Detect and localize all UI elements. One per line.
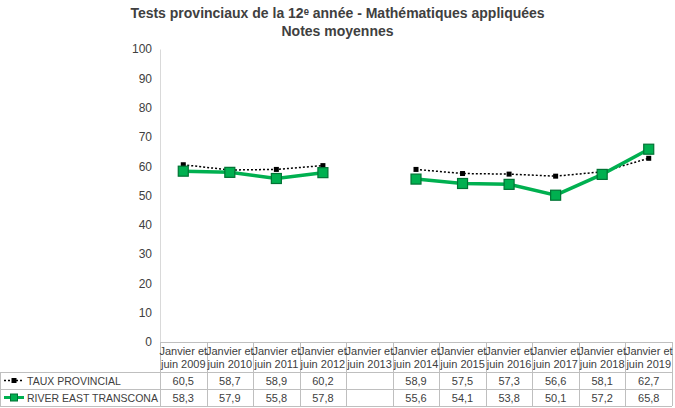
y-tick: 50 [139, 189, 160, 203]
table-border [0, 372, 1, 406]
y-tick: 30 [139, 247, 160, 261]
table-border [160, 342, 672, 343]
series-marker [274, 167, 279, 172]
y-tick: 60 [139, 160, 160, 174]
legend-marker [12, 378, 17, 383]
table-value: 60,5 [173, 375, 194, 387]
series-marker [411, 174, 421, 184]
x-tick-label: Janvier etjuin 2017 [532, 345, 580, 370]
table-border [0, 389, 672, 390]
table-value: 58,9 [266, 375, 287, 387]
x-tick-label: Janvier etjuin 2014 [392, 345, 440, 370]
table-value: 57,8 [312, 392, 333, 404]
series-marker [458, 178, 468, 188]
y-tick-label: 80 [139, 101, 153, 115]
table-value: 50,1 [545, 392, 566, 404]
table-border [0, 372, 672, 373]
table-value: 58,3 [173, 392, 194, 404]
subtitle: Notes moyennes [281, 23, 393, 39]
y-tick-label: 50 [139, 189, 153, 203]
series-line [183, 158, 648, 176]
y-tick-label: 20 [139, 277, 153, 291]
y-tick: 40 [139, 218, 160, 232]
legend-key [4, 378, 24, 383]
x-tick-label: Janvier etjuin 2016 [485, 345, 533, 370]
series-marker [225, 167, 235, 177]
series-marker [271, 174, 281, 184]
y-tick-label: 90 [139, 72, 153, 86]
chart: Tests provinciaux de la 12ᵉ année - Math… [0, 0, 675, 408]
y-tick-label: 60 [139, 160, 153, 174]
y-tick-label: 0 [145, 335, 152, 349]
series-marker [460, 171, 465, 176]
x-tick-label: Janvier etjuin 2018 [578, 345, 626, 370]
y-tick-label: 40 [139, 218, 153, 232]
series-line [183, 149, 648, 195]
series-marker [646, 156, 651, 161]
title: Tests provinciaux de la 12ᵉ année - Math… [130, 5, 544, 21]
table-value: 57,2 [591, 392, 612, 404]
table-value: 57,9 [219, 392, 240, 404]
x-tick-label: Janvier etjuin 2009 [159, 345, 207, 370]
table-value: 65,8 [638, 392, 659, 404]
x-tick-label: Janvier etjuin 2013 [346, 345, 394, 370]
y-tick-label: 30 [139, 247, 153, 261]
y-tick: 80 [139, 101, 160, 115]
legend-marker [11, 394, 18, 401]
x-tick-label: Janvier etjuin 2015 [439, 345, 487, 370]
table-value: 54,1 [452, 392, 473, 404]
y-tick: 70 [139, 130, 160, 144]
y-tick-label: 10 [139, 306, 153, 320]
legend-label: RIVER EAST TRANSCONA [27, 392, 158, 404]
series-marker [644, 144, 654, 154]
y-tick-label: 100 [132, 42, 152, 56]
series-marker [553, 174, 558, 179]
table-border [0, 406, 672, 407]
x-tick-label: Janvier etjuin 2011 [253, 345, 301, 370]
y-tick: 100 [132, 42, 160, 56]
series-marker [504, 179, 514, 189]
table-value: 56,6 [545, 375, 566, 387]
series-marker [178, 166, 188, 176]
plot-area [178, 144, 653, 200]
y-tick-label: 70 [139, 130, 153, 144]
table-value: 57,5 [452, 375, 473, 387]
y-tick: 20 [139, 277, 160, 291]
x-tick-label: Janvier etjuin 2010 [206, 345, 254, 370]
y-tick: 10 [139, 306, 160, 320]
table-value: 58,1 [591, 375, 612, 387]
series-marker [414, 167, 419, 172]
data-table: Janvier etjuin 2009Janvier etjuin 2010Ja… [0, 342, 673, 407]
y-tick: 90 [139, 72, 160, 86]
series-marker [551, 190, 561, 200]
table-value: 55,6 [405, 392, 426, 404]
y-tick: 0 [145, 335, 160, 349]
series-marker [507, 172, 512, 177]
table-value: 62,7 [638, 375, 659, 387]
series-marker [318, 168, 328, 178]
x-tick-label: Janvier etjuin 2019 [625, 345, 673, 370]
table-value: 60,2 [312, 375, 333, 387]
table-value: 53,8 [498, 392, 519, 404]
series-marker [597, 169, 607, 179]
legend-label: TAUX PROVINCIAL [27, 375, 121, 387]
legend-key [4, 394, 24, 401]
y-axis: 0 10 20 30 40 50 60 70 80 90 100 [132, 42, 161, 349]
table-value: 58,9 [405, 375, 426, 387]
table-value: 57,3 [498, 375, 519, 387]
table-value: 58,7 [219, 375, 240, 387]
y-axis-line [160, 50, 161, 343]
table-value: 55,8 [266, 392, 287, 404]
x-tick-label: Janvier etjuin 2012 [299, 345, 347, 370]
